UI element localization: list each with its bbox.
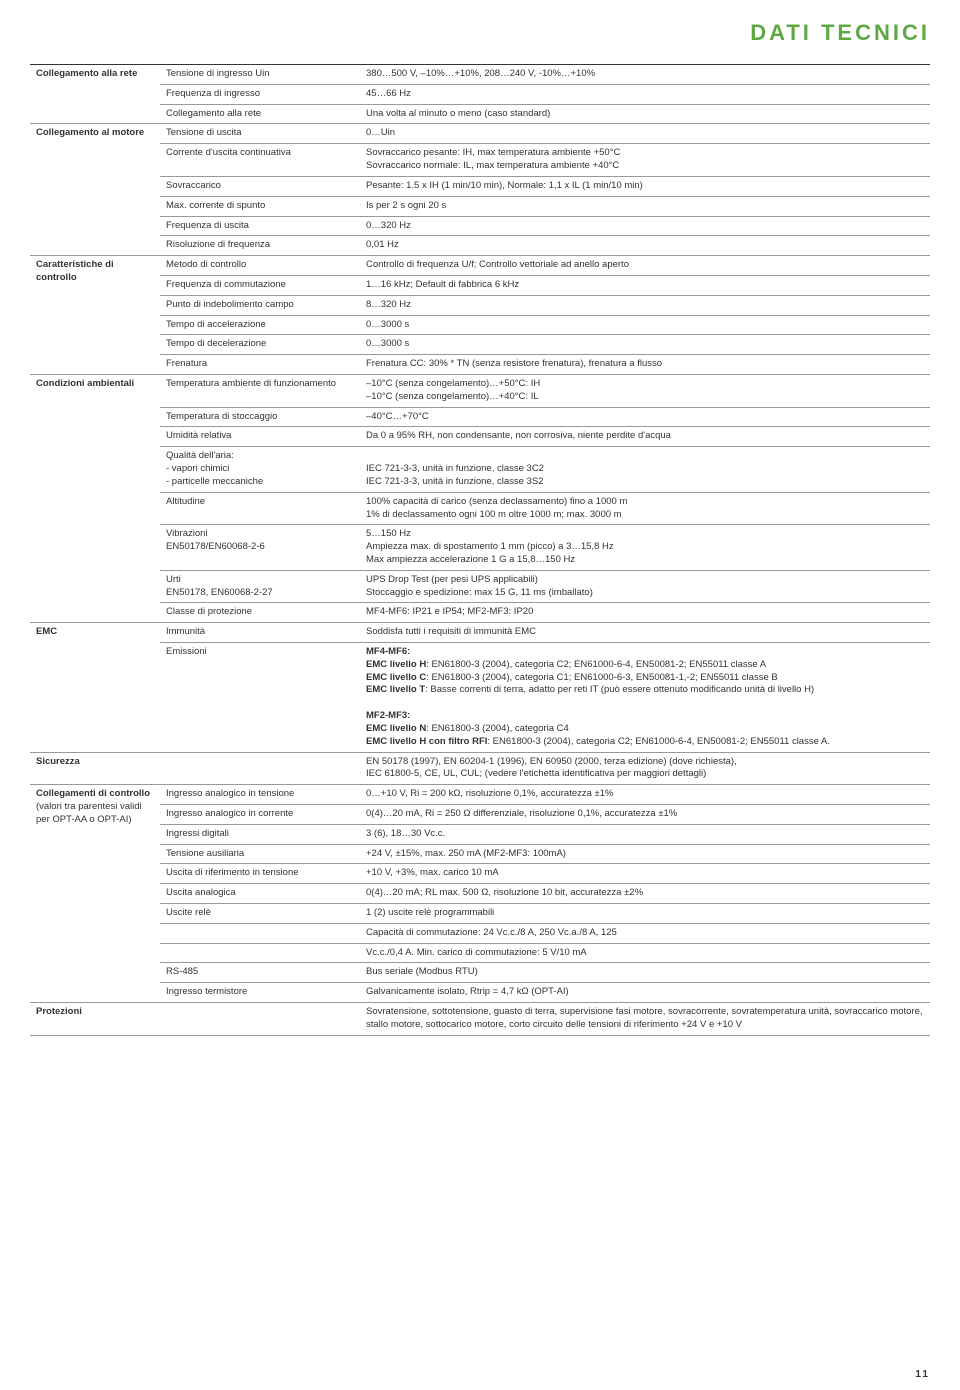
param-label: Frenatura [160,355,360,375]
param-label: Temperatura ambiente di funzionamento [160,375,360,408]
page-title: DATI TECNICI [30,20,930,46]
param-value: 100% capacità di carico (senza declassam… [360,492,930,525]
param-value: –10°C (senza congelamento)…+50°C: IH–10°… [360,375,930,408]
section-label: EMC [30,623,160,752]
param-label: UrtiEN50178, EN60068-2-27 [160,570,360,603]
param-value: Controllo di frequenza U/f; Controllo ve… [360,256,930,276]
param-label: Uscita analogica [160,884,360,904]
param-value: IEC 721-3-3, unità in funzione, classe 3… [360,447,930,492]
section-label: Protezioni [30,1003,160,1036]
param-value: +24 V, ±15%, max. 250 mA (MF2-MF3: 100mA… [360,844,930,864]
param-label: RS-485 [160,963,360,983]
param-label: Frequenza di commutazione [160,275,360,295]
param-value: 0,01 Hz [360,236,930,256]
param-label: Frequenza di uscita [160,216,360,236]
param-label: Uscite relè [160,904,360,924]
param-value: +10 V, +3%, max. carico 10 mA [360,864,930,884]
param-value: 0…3000 s [360,315,930,335]
section-label: Collegamento alla rete [30,65,160,124]
param-label [160,923,360,943]
param-label: Ingressi digitali [160,824,360,844]
param-label: Tempo di accelerazione [160,315,360,335]
param-value: Una volta al minuto o meno (caso standar… [360,104,930,124]
param-value: Da 0 a 95% RH, non condensante, non corr… [360,427,930,447]
param-value: Capacità di commutazione: 24 Vc.c./8 A, … [360,923,930,943]
param-value: Bus seriale (Modbus RTU) [360,963,930,983]
param-label: Uscita di riferimento in tensione [160,864,360,884]
param-value: Sovraccarico pesante: IH, max temperatur… [360,144,930,177]
param-value: 0(4)…20 mA, Ri = 250 Ω differenziale, ri… [360,804,930,824]
param-value: Pesante: 1.5 x IH (1 min/10 min), Normal… [360,176,930,196]
param-value: Frenatura CC: 30% * TN (senza resistore … [360,355,930,375]
param-value: –40°C…+70°C [360,407,930,427]
section-label: Caratteristiche di controllo [30,256,160,375]
param-label: Collegamento alla rete [160,104,360,124]
param-label: Classe di protezione [160,603,360,623]
param-label: Ingresso analogico in tensione [160,785,360,805]
param-label [160,752,360,785]
param-value: Soddisfa tutti i requisiti di immunità E… [360,623,930,643]
param-value: UPS Drop Test (per pesi UPS applicabili)… [360,570,930,603]
param-label: Corrente d'uscita continuativa [160,144,360,177]
param-label: Tensione di ingresso Uin [160,65,360,85]
param-label: Ingresso analogico in corrente [160,804,360,824]
param-label: Metodo di controllo [160,256,360,276]
param-label: Umidità relativa [160,427,360,447]
param-label: Tensione ausiliaria [160,844,360,864]
param-label: Sovraccarico [160,176,360,196]
param-value: EN 50178 (1997), EN 60204-1 (1996), EN 6… [360,752,930,785]
param-label: Temperatura di stoccaggio [160,407,360,427]
section-label: Collegamento al motore [30,124,160,256]
param-label [160,943,360,963]
param-label: Tensione di uscita [160,124,360,144]
param-value: Sovratensione, sottotensione, guasto di … [360,1003,930,1036]
param-value: MF4-MF6: IP21 e IP54; MF2-MF3: IP20 [360,603,930,623]
param-label: Frequenza di ingresso [160,84,360,104]
param-value: MF4-MF6:EMC livello H: EN61800-3 (2004),… [360,643,930,753]
param-label [160,1003,360,1036]
param-label: Altitudine [160,492,360,525]
param-label: VibrazioniEN50178/EN60068-2-6 [160,525,360,570]
param-value: 0…+10 V, Ri = 200 kΩ, risoluzione 0,1%, … [360,785,930,805]
param-value: 1 (2) uscite relè programmabili [360,904,930,924]
param-label: Punto di indebolimento campo [160,295,360,315]
param-value: 0…3000 s [360,335,930,355]
param-value: 1…16 kHz; Default di fabbrica 6 kHz [360,275,930,295]
param-value: 0…320 Hz [360,216,930,236]
param-label: Max. corrente di spunto [160,196,360,216]
param-value: 380…500 V, –10%…+10%, 208…240 V, -10%…+1… [360,65,930,85]
page-number: 11 [915,1369,930,1380]
param-value: 45…66 Hz [360,84,930,104]
param-value: Vc.c./0,4 A. Min. carico di commutazione… [360,943,930,963]
param-value: 8…320 Hz [360,295,930,315]
param-label: Risoluzione di frequenza [160,236,360,256]
section-label: Collegamenti di controllo(valori tra par… [30,785,160,1003]
param-value: 0…Uin [360,124,930,144]
param-label: Tempo di decelerazione [160,335,360,355]
section-label: Sicurezza [30,752,160,785]
param-value: 0(4)…20 mA; RL max. 500 Ω, risoluzione 1… [360,884,930,904]
param-value: Is per 2 s ogni 20 s [360,196,930,216]
param-label: Ingresso termistore [160,983,360,1003]
param-label: Emissioni [160,643,360,753]
param-label: Qualità dell'aria:- vapori chimici- part… [160,447,360,492]
param-value: 5…150 HzAmpiezza max. di spostamento 1 m… [360,525,930,570]
section-label: Condizioni ambientali [30,375,160,623]
param-label: Immunità [160,623,360,643]
spec-table: Collegamento alla reteTensione di ingres… [30,64,930,1036]
param-value: 3 (6), 18…30 Vc.c. [360,824,930,844]
param-value: Galvanicamente isolato, Rtrip = 4,7 kΩ (… [360,983,930,1003]
